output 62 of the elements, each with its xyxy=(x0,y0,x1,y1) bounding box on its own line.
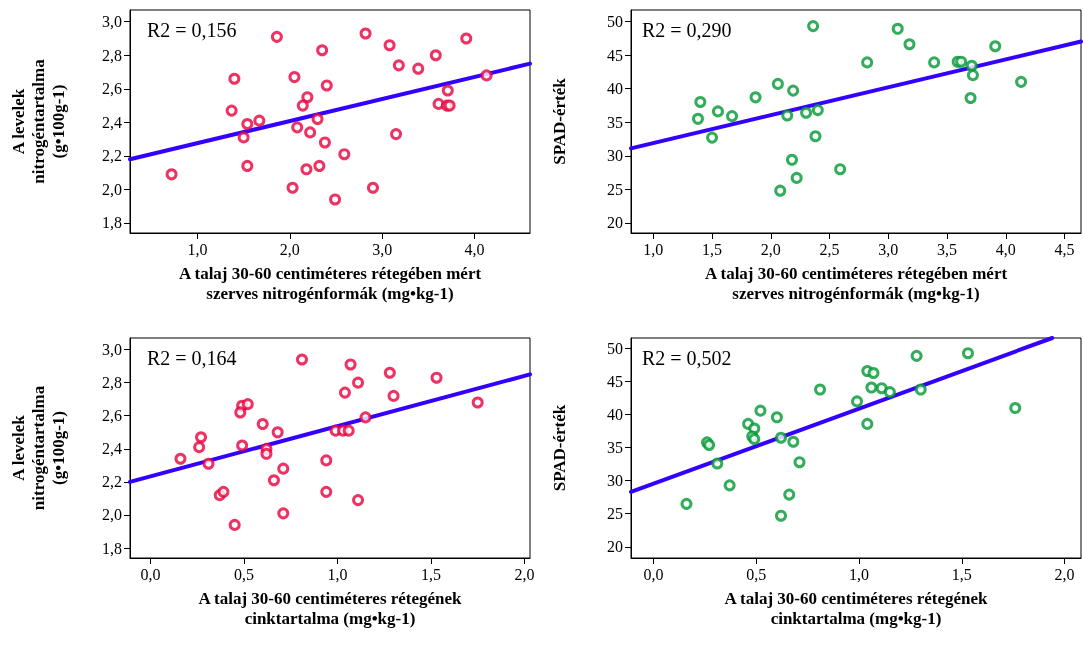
y-tick-label: 2,2 xyxy=(102,147,122,165)
y-tick-label: 1,8 xyxy=(102,539,122,557)
x-tick-label: 0,0 xyxy=(140,565,161,583)
y-tick-label: 2,8 xyxy=(102,374,122,392)
y-tick-label: 20 xyxy=(607,538,623,556)
y-tick-label: 3,0 xyxy=(102,341,122,359)
x-tick-label: 4,5 xyxy=(1054,240,1075,258)
y-tick-label: 50 xyxy=(607,12,623,30)
y-tick-label: 2,4 xyxy=(102,113,122,131)
y-tick-label: 2,0 xyxy=(102,506,122,524)
y-tick-label: 3,0 xyxy=(102,13,122,31)
x-tick-label: 3,0 xyxy=(372,240,393,258)
x-tick-label: 2,0 xyxy=(514,565,535,583)
y-tick-label: 30 xyxy=(607,147,623,165)
x-tick-label: 1,0 xyxy=(643,240,664,258)
x-tick-label: 3,5 xyxy=(937,240,958,258)
x-tick-label: 2,0 xyxy=(760,240,781,258)
x-tick-label: 3,0 xyxy=(878,240,899,258)
y-tick-label: 40 xyxy=(607,80,623,98)
y-tick-label: 35 xyxy=(607,113,623,131)
y-tick-label: 45 xyxy=(607,373,623,391)
annotation: R2 = 0,156 xyxy=(147,19,237,41)
x-tick-label: 1,0 xyxy=(849,565,870,583)
y-tick-label: 25 xyxy=(607,505,623,523)
y-tick-label: 2,8 xyxy=(102,46,122,64)
y-axis-title: A levelek nitrogéntartalma (g•100g-1) xyxy=(8,385,68,511)
x-tick-label: 2,0 xyxy=(1054,565,1075,583)
x-axis-title: A talaj 30-60 centiméteres rétegének cinktartalma (mg•kg-1) xyxy=(724,588,989,628)
y-tick-label: 50 xyxy=(607,340,623,358)
x-tick-label: 1,5 xyxy=(420,565,441,583)
annotation: R2 = 0,290 xyxy=(642,19,732,41)
y-tick-label: 2,4 xyxy=(102,440,122,458)
y-tick-label: 2,0 xyxy=(102,180,122,198)
y-tick-label: 35 xyxy=(607,439,623,457)
x-tick-label: 1,5 xyxy=(951,565,972,583)
annotation: R2 = 0,502 xyxy=(642,347,732,369)
x-tick-label: 0,5 xyxy=(234,565,255,583)
x-tick-label: 2,5 xyxy=(819,240,840,258)
x-tick-label: 0,5 xyxy=(746,565,767,583)
y-tick-label: 1,8 xyxy=(102,214,122,232)
y-tick-label: 2,2 xyxy=(102,473,122,491)
annotation: R2 = 0,164 xyxy=(147,347,237,369)
x-tick-label: 1,0 xyxy=(327,565,348,583)
y-tick-label: 30 xyxy=(607,472,623,490)
y-tick-label: 2,6 xyxy=(102,407,122,425)
x-tick-label: 2,0 xyxy=(279,240,300,258)
y-axis-title: SPAD-érték xyxy=(549,77,569,165)
x-axis-title: A talaj 30-60 centiméteres rétegében mért szerves nitrogénformák (mg•kg-1) xyxy=(178,263,482,303)
x-axis-title: A talaj 30-60 centiméteres rétegében mért szerves nitrogénformák (mg•kg-1) xyxy=(704,263,1008,303)
y-tick-label: 2,6 xyxy=(102,80,122,98)
y-tick-label: 40 xyxy=(607,406,623,424)
y-axis-title: SPAD-érték xyxy=(549,404,569,492)
y-tick-label: 20 xyxy=(607,214,623,232)
y-tick-label: 25 xyxy=(607,180,623,198)
x-tick-label: 0,0 xyxy=(643,565,664,583)
x-axis-title: A talaj 30-60 centiméteres rétegének cinktartalma (mg•kg-1) xyxy=(198,588,463,628)
x-tick-label: 4,0 xyxy=(995,240,1016,258)
x-tick-label: 4,0 xyxy=(464,240,485,258)
y-axis-title: A levelek nitrogéntartalma (g•100g-1) xyxy=(8,58,68,184)
x-tick-label: 1,0 xyxy=(187,240,208,258)
x-tick-label: 1,5 xyxy=(702,240,723,258)
y-tick-label: 45 xyxy=(607,46,623,64)
